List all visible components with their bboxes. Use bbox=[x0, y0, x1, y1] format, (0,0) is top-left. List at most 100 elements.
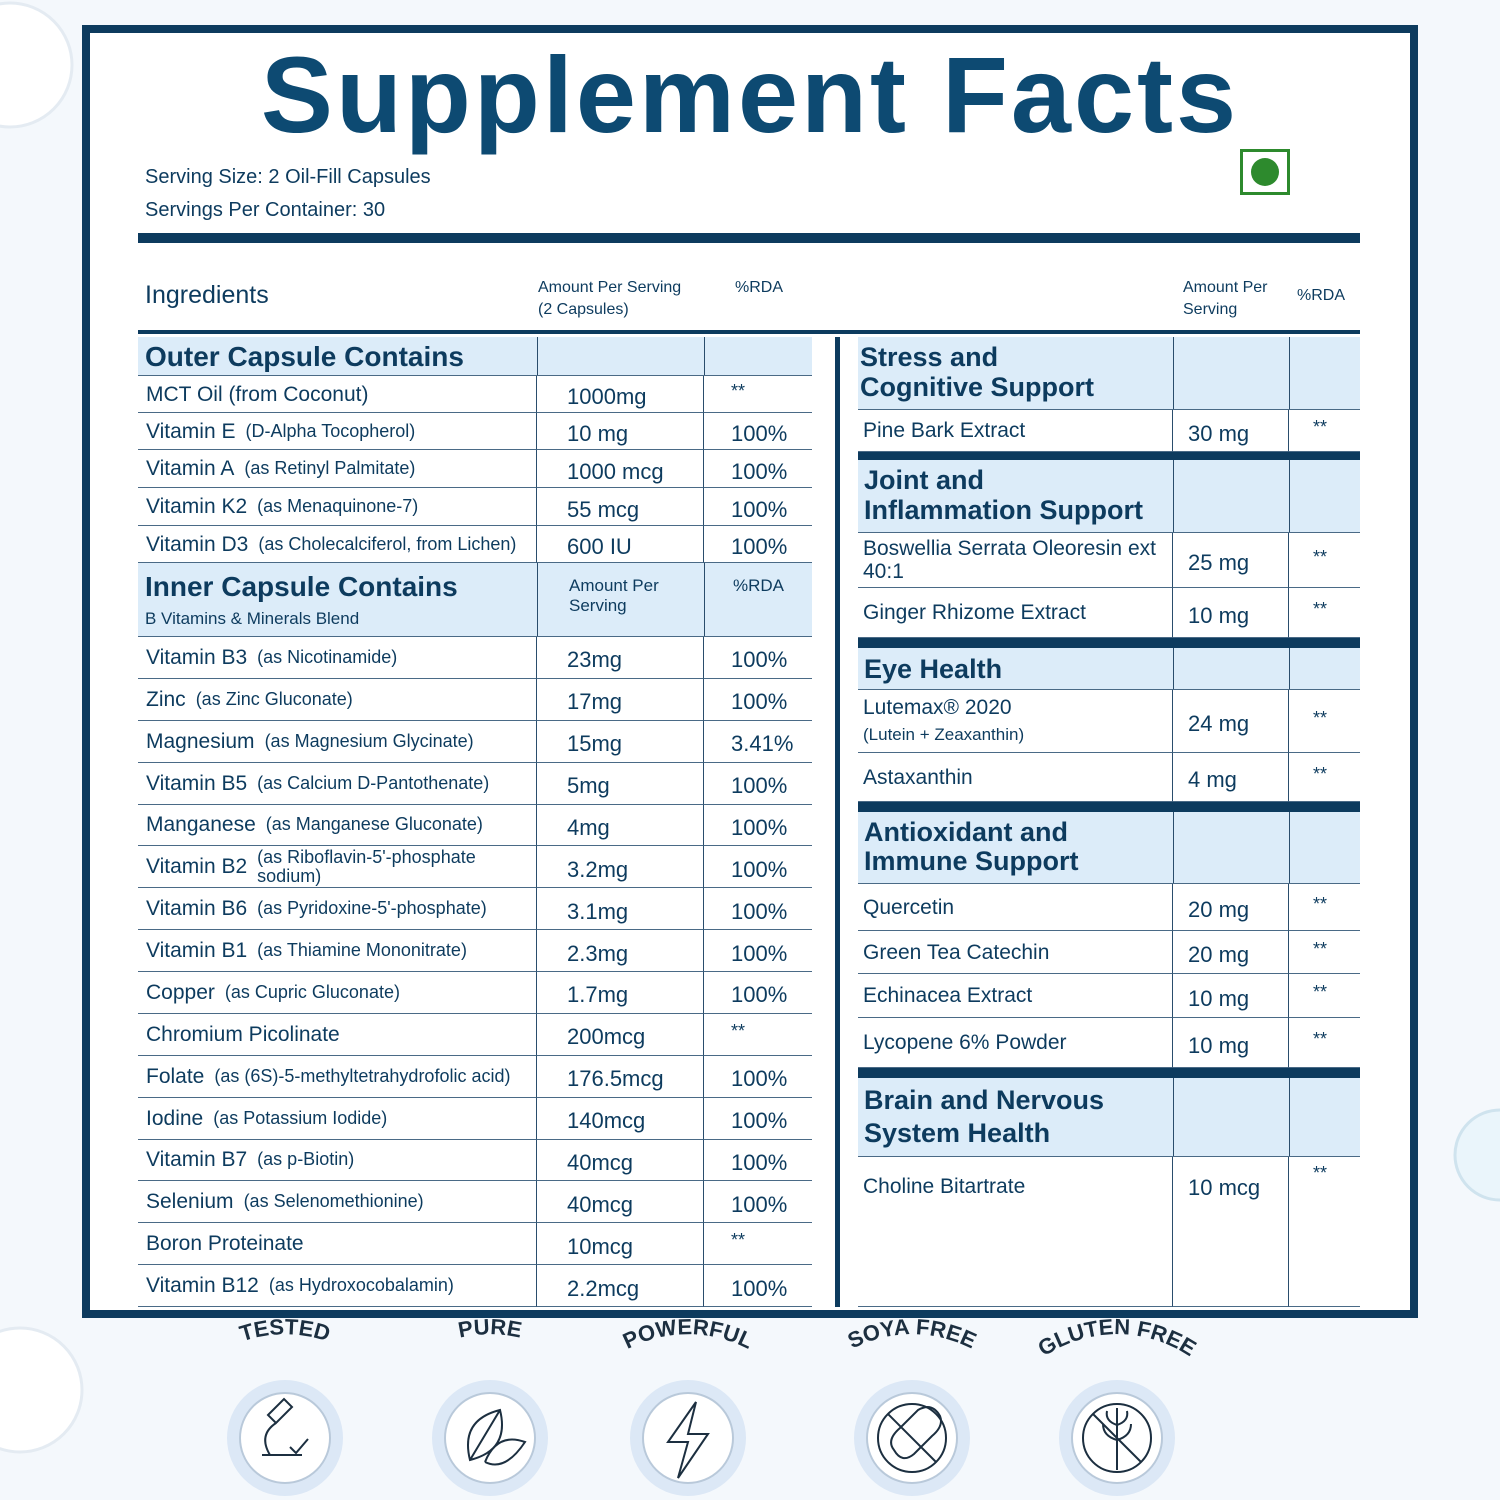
rda: ** bbox=[731, 380, 746, 401]
ingredient-name: Echinacea Extract bbox=[863, 984, 1033, 1007]
name-wrap: Lycopene 6% Powder bbox=[863, 1031, 1067, 1054]
rda-cell: 100% bbox=[704, 450, 812, 488]
badge-label-path: GLUTEN FREE bbox=[1034, 1314, 1201, 1361]
rda: 3.41% bbox=[731, 731, 794, 757]
ingredient-name: Green Tea Catechin bbox=[863, 940, 1050, 964]
name-cell: Folate (as (6S)-5-methyltetrahydrofolic a… bbox=[138, 1055, 537, 1098]
amount: 10 mg bbox=[1188, 602, 1250, 628]
ingredient-name: Vitamin B5 bbox=[146, 771, 248, 795]
name-wrap: MCT Oil (from Coconut) bbox=[146, 383, 368, 406]
ingredient-detail: (as Calcium D-Pantothenate) bbox=[257, 772, 490, 793]
rda: ** bbox=[1313, 546, 1328, 567]
amount-cell: 2.3mg bbox=[537, 930, 704, 972]
rda: ** bbox=[1313, 707, 1328, 728]
section-title: Cognitive Support bbox=[860, 371, 1094, 402]
name-wrap: Astaxanthin bbox=[863, 766, 973, 789]
ingredient-detail: (as Cholecalciferol, from Lichen) bbox=[258, 533, 517, 554]
name-cell: Lycopene 6% Powder bbox=[858, 1018, 1173, 1068]
name-wrap: Lutemax® 2020 (Lutein + Zeaxanthin) bbox=[863, 696, 1024, 746]
name-wrap: Vitamin B2 (as Riboflavin-5'-phosphate so… bbox=[146, 847, 533, 886]
serving-size: Serving Size: 2 Oil-Fill Capsules bbox=[145, 166, 431, 188]
rda: ** bbox=[1313, 893, 1328, 914]
rda: 100% bbox=[731, 1149, 788, 1175]
amount: 4 mg bbox=[1188, 767, 1237, 792]
name-cell: Boron Proteinate bbox=[138, 1223, 537, 1266]
cell-divider bbox=[1289, 1078, 1290, 1157]
rda-cell: ** bbox=[1289, 1018, 1360, 1068]
cell-divider bbox=[1173, 1078, 1174, 1157]
amount-cell: 3.1mg bbox=[537, 888, 704, 931]
rda: ** bbox=[1313, 763, 1328, 784]
ingredient-detail: (as Menaquinone-7) bbox=[257, 496, 419, 516]
rda: 100% bbox=[731, 534, 788, 559]
rda-cell: 100% bbox=[704, 679, 812, 721]
ingredient-name: Copper bbox=[146, 980, 215, 1004]
name-wrap: Choline Bitartrate bbox=[863, 1175, 1025, 1198]
name-wrap: Boron Proteinate bbox=[146, 1232, 304, 1255]
amount-cell: 176.5mcg bbox=[537, 1055, 704, 1098]
section-title: Joint and bbox=[864, 465, 984, 495]
rda: 100% bbox=[731, 496, 788, 522]
name-cell: Vitamin B1 (as Thiamine Mononitrate) bbox=[138, 930, 537, 972]
amount-cell: 4mg bbox=[537, 804, 704, 847]
ingredient-name: Boron Proteinate bbox=[146, 1232, 304, 1256]
name-cell: Copper (as Cupric Gluconate) bbox=[138, 972, 537, 1014]
name-cell: Echinacea Extract bbox=[858, 974, 1173, 1018]
amount: 600 IU bbox=[567, 534, 632, 559]
amount: 10 mg bbox=[1188, 1032, 1250, 1058]
title: Supplement Facts bbox=[260, 34, 1240, 155]
rda-cell: 100% bbox=[704, 1140, 812, 1182]
rda-cell: 100% bbox=[704, 1098, 812, 1140]
badge-inner bbox=[239, 1392, 331, 1484]
header-rda: %RDA bbox=[1297, 287, 1346, 304]
section-header bbox=[858, 1078, 1360, 1157]
amount-cell: 140mcg bbox=[537, 1097, 704, 1140]
blob bbox=[0, 1, 74, 129]
section-rule bbox=[138, 375, 812, 376]
rda-cell: ** bbox=[1289, 753, 1360, 802]
name-wrap: Vitamin B6 (as Pyridoxine-5'-phosphate) bbox=[146, 897, 487, 920]
amount-cell: 10mcg bbox=[537, 1223, 704, 1266]
rda-cell: 100% bbox=[704, 930, 812, 972]
badge-label: TESTED bbox=[237, 1314, 333, 1346]
ingredient-name: Manganese bbox=[146, 813, 256, 837]
ingredient-name: Lycopene 6% Powder bbox=[863, 1031, 1067, 1054]
name-cell: Vitamin K2 (as Menaquinone-7) bbox=[138, 488, 537, 526]
blob bbox=[1453, 1108, 1500, 1202]
amount-cell: 25 mg bbox=[1173, 533, 1289, 588]
rda: 100% bbox=[731, 898, 788, 924]
column-divider bbox=[835, 337, 840, 1307]
ingredient-name: Vitamin B3 bbox=[146, 645, 248, 669]
name-cell: Vitamin A (as Retinyl Palmitate) bbox=[138, 450, 537, 488]
name-wrap: Zinc (as Zinc Gluconate) bbox=[146, 688, 353, 711]
rda: 100% bbox=[731, 856, 788, 882]
rda-cell: ** bbox=[704, 1014, 812, 1056]
section-title: Eye Health bbox=[864, 654, 1003, 684]
cell-divider bbox=[1289, 812, 1290, 884]
rda: ** bbox=[1313, 938, 1328, 959]
amount: 15mg bbox=[567, 731, 623, 757]
section-title: Inflammation Support bbox=[864, 494, 1143, 525]
icon-pure bbox=[467, 1408, 527, 1466]
amount-cell: 600 IU bbox=[537, 526, 704, 563]
amount: 2.3mg bbox=[567, 940, 629, 966]
rda: ** bbox=[1313, 599, 1328, 619]
section-bar bbox=[858, 802, 1360, 812]
name-wrap: Folate (as (6S)-5-methyltetrahydrofolic a… bbox=[146, 1065, 510, 1088]
rda-cell: ** bbox=[1289, 974, 1360, 1018]
name-cell: Vitamin D3 (as Cholecalciferol, from Lich… bbox=[138, 526, 537, 563]
rda-cell: ** bbox=[1289, 410, 1360, 452]
amount: 30 mg bbox=[1188, 420, 1250, 446]
badge-inner bbox=[444, 1392, 536, 1484]
header-rule bbox=[138, 330, 1360, 334]
section-title: System Health bbox=[864, 1117, 1051, 1148]
amount-cell: 1000 mcg bbox=[537, 450, 704, 488]
rda: ** bbox=[731, 1020, 746, 1041]
name-wrap: Pine Bark Extract bbox=[863, 419, 1025, 442]
badge-label-path: TESTED bbox=[237, 1314, 333, 1346]
section-title: Inner Capsule Contains bbox=[145, 571, 458, 602]
name-wrap: Chromium Picolinate bbox=[146, 1023, 340, 1046]
cell-divider bbox=[704, 563, 705, 637]
section-rule bbox=[858, 883, 1360, 884]
